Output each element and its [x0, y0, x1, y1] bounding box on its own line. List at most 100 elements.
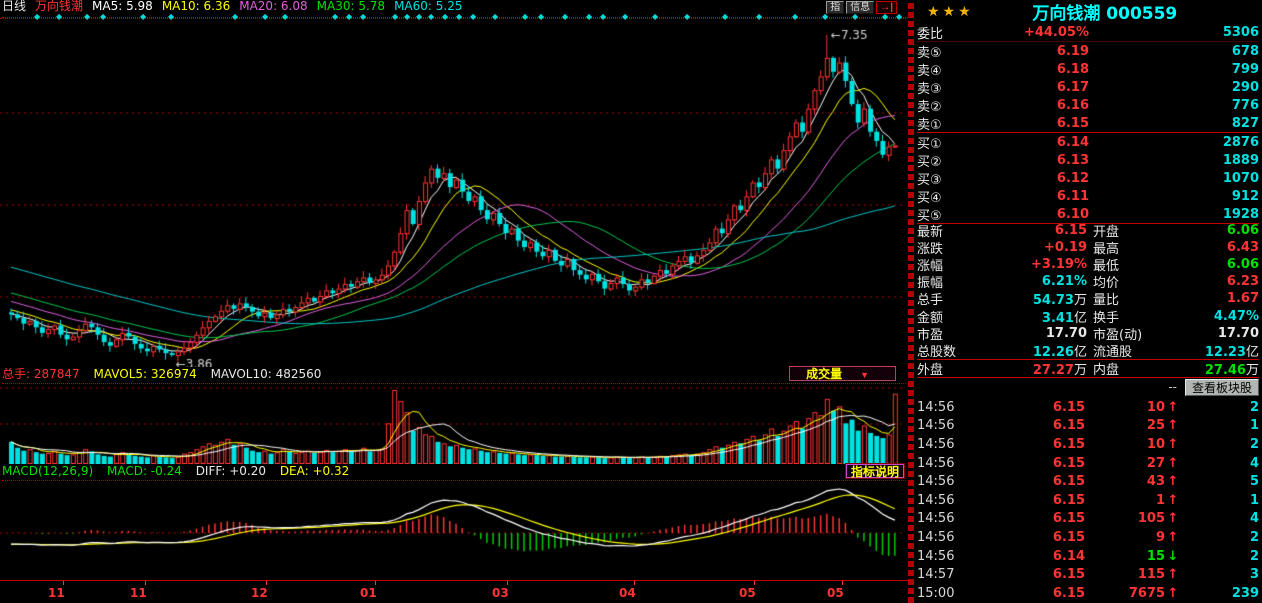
sell-row: 卖⑤ 6.19 678	[917, 42, 1259, 61]
event-marker-icon[interactable]: ◆	[392, 12, 399, 21]
book-row-price[interactable]: 6.14	[1056, 134, 1089, 150]
event-marker-icon[interactable]: ◆	[100, 12, 107, 21]
event-marker-icon[interactable]: ◆	[622, 12, 629, 21]
event-marker-icon[interactable]: ◆	[852, 12, 859, 21]
stat-value: 6.23	[1226, 274, 1259, 290]
up-arrow-icon: ↑	[1167, 399, 1179, 415]
stat-value-cell: 6.23	[1169, 274, 1259, 289]
stat-label: 总股数	[917, 344, 957, 360]
stat-row: 金额 3.41亿 换手 4.47%	[917, 307, 1259, 326]
book-row-price[interactable]: 6.16	[1056, 97, 1089, 113]
event-marker-icon[interactable]: ◆	[416, 12, 423, 21]
event-marker-icon[interactable]: ◆	[84, 12, 91, 21]
trade-tape: 14:56 6.15 10 ↑ 2 14:56 6.15 25 ↑ 1 14:56 6.15 10 ↑ 2 1…	[917, 398, 1259, 603]
book-row-price[interactable]: 6.15	[1056, 115, 1089, 131]
book-row-price[interactable]: +44.05%	[1023, 24, 1089, 40]
event-marker-icon[interactable]: ◆	[600, 12, 607, 21]
event-marker-icon[interactable]: ◆	[262, 12, 269, 21]
stat-unit: 万	[1073, 293, 1087, 309]
event-marker-icon[interactable]: ◆	[792, 12, 799, 21]
event-marker-icon[interactable]: ◆	[428, 12, 435, 21]
event-marker-icon[interactable]: ◆	[538, 12, 545, 21]
event-marker-icon[interactable]: ◆	[756, 12, 763, 21]
axis-label: 01	[360, 586, 377, 600]
stat-value: 6.21%	[1041, 274, 1087, 290]
book-row-label: 买④	[917, 190, 942, 206]
stat-value: 12.26	[1032, 344, 1074, 360]
collapse-panel-icon[interactable]: →|	[876, 1, 897, 14]
event-marker-icon[interactable]: ◆	[442, 12, 449, 21]
event-marker-icon[interactable]: ◆	[34, 12, 41, 21]
header-buttons: 指 信息 →|	[826, 1, 897, 14]
stat-value: 12.23	[1204, 344, 1246, 360]
axis-tick	[634, 581, 635, 585]
up-arrow-icon: ↑	[1167, 529, 1179, 545]
event-marker-icon[interactable]: ◆	[492, 12, 499, 21]
event-marker-icon[interactable]: ◆	[346, 12, 353, 21]
book-row-price[interactable]: 6.10	[1056, 206, 1089, 222]
event-marker-icon[interactable]: ◆	[822, 12, 829, 21]
event-marker-icon[interactable]: ◆	[684, 12, 691, 21]
event-marker-row: ◆ ◆ ◆ ◆ ◆ ◆ ◆ ◆ ◆ ◆ ◆ ◆ ◆ ◆ ◆ ◆ ◆ ◆ ◆ ◆ ◆ ◆ ◆ ◆ ◆ ◆ ◆ ◆ ◆ ◆ ◆ ◆ ◆ ◆ ◆	[0, 12, 908, 22]
axis-label: 11	[130, 586, 147, 600]
stat-label: 量比	[1093, 293, 1120, 309]
trade-price: 6.15	[1052, 418, 1085, 434]
book-row-price[interactable]: 6.12	[1056, 170, 1089, 186]
event-marker-icon[interactable]: ◆	[282, 12, 289, 21]
event-marker-icon[interactable]: ◆	[56, 12, 63, 21]
time-axis: 11 11 12 01 03 04 05 05	[0, 580, 908, 603]
event-marker-icon[interactable]: ◆	[896, 12, 903, 21]
sell-row: 卖④ 6.18 799	[917, 60, 1259, 79]
stat-label: 市盈	[917, 327, 944, 343]
trade-price: 6.15	[1052, 474, 1085, 490]
event-marker-icon[interactable]: ◆	[722, 12, 729, 21]
candlestick-chart[interactable]	[0, 21, 908, 367]
event-marker-icon[interactable]: ◆	[882, 12, 889, 21]
book-row-price[interactable]: 6.13	[1056, 152, 1089, 168]
event-marker-icon[interactable]: ◆	[168, 12, 175, 21]
stat-row: 市盈 17.70 市盈(动) 17.70	[917, 325, 1259, 343]
stat-row: 外盘 27.27万 内盘 27.46万	[917, 358, 1259, 378]
stat-unit: 亿	[1245, 344, 1259, 360]
up-arrow-icon: ↑	[1167, 474, 1179, 490]
book-row-price[interactable]: 6.19	[1056, 43, 1089, 59]
event-marker-icon[interactable]: ◆	[652, 12, 659, 21]
event-marker-icon[interactable]: ◆	[232, 12, 239, 21]
book-row-price[interactable]: 6.18	[1056, 61, 1089, 77]
axis-label: 12	[251, 586, 268, 600]
event-marker-icon[interactable]: ◆	[456, 12, 463, 21]
kline-header: 日线 万向钱潮 MA5: 5.98 MA10: 6.36 MA20: 6.08 MA30:…	[2, 0, 908, 18]
trade-volume: 10	[1146, 436, 1165, 452]
event-marker-icon[interactable]: ◆	[470, 12, 477, 21]
event-marker-icon[interactable]: ◆	[332, 12, 339, 21]
info-button[interactable]: 信息	[846, 1, 875, 14]
event-marker-icon[interactable]: ◆	[404, 12, 411, 21]
buy-row: 买⑤ 6.10 1928	[917, 205, 1259, 224]
trade-count: 1	[1249, 418, 1259, 434]
event-marker-icon[interactable]: ◆	[140, 12, 147, 21]
view-sector-stocks-button[interactable]: 查看板块股	[1184, 378, 1259, 396]
event-marker-icon[interactable]: ◆	[586, 12, 593, 21]
macd-params-label: MACD(12,26,9)	[2, 464, 94, 478]
book-row-label: 委比	[917, 26, 944, 42]
book-row-price[interactable]: 6.11	[1056, 188, 1089, 204]
pane-splitter[interactable]	[908, 0, 914, 603]
event-marker-icon[interactable]: ◆	[562, 12, 569, 21]
volume-dropdown-button[interactable]: 成交量 ▼	[789, 366, 896, 381]
axis-tick	[63, 581, 64, 585]
stat-value-cell: +3.19%	[975, 257, 1087, 272]
book-row-price[interactable]: 6.17	[1056, 79, 1089, 95]
axis-label: 05	[827, 586, 844, 600]
stat-unit: 亿	[1073, 310, 1087, 326]
event-marker-icon[interactable]: ◆	[522, 12, 529, 21]
indicator-help-button[interactable]: 指标说明	[845, 464, 904, 479]
volume-chart[interactable]	[0, 384, 908, 464]
book-row-label: 卖①	[917, 117, 942, 133]
trade-count: 2	[1249, 436, 1259, 452]
event-marker-icon[interactable]: ◆	[360, 12, 367, 21]
indicator-button[interactable]: 指	[826, 1, 845, 14]
macd-chart[interactable]	[0, 481, 908, 579]
trade-count: 2	[1249, 399, 1259, 415]
stat-value-cell: 6.06	[1169, 257, 1259, 272]
axis-tick	[266, 581, 267, 585]
